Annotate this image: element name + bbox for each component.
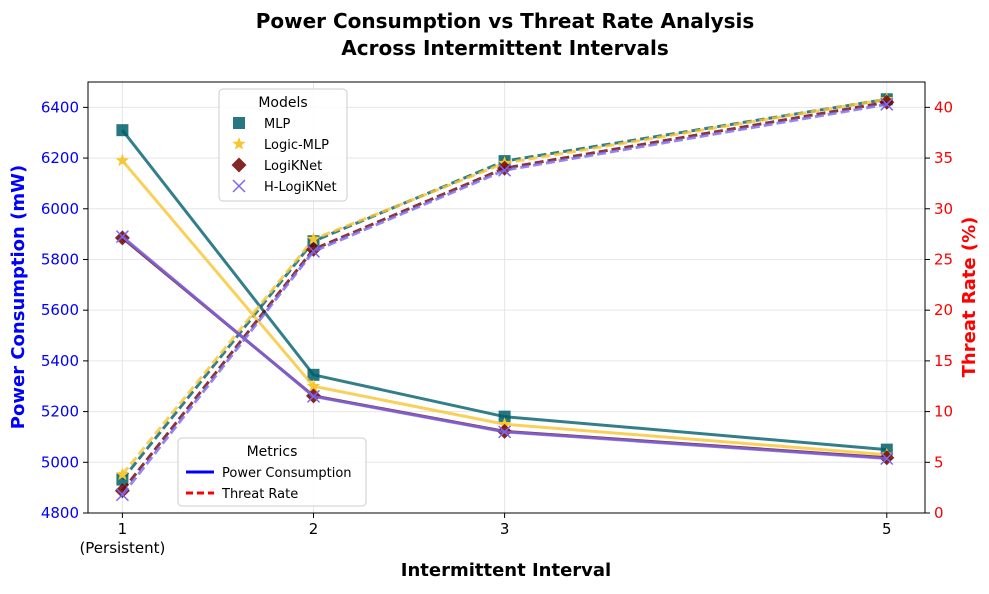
power-point-h-logiknet: [498, 425, 512, 439]
legend-metrics-box: [177, 437, 367, 507]
threat-point-h-logiknet-stroke: [880, 97, 894, 111]
x-tick-label: 5: [882, 520, 892, 538]
legend-marker-logic-mlp: [232, 137, 246, 150]
power-line-h-logiknet: [121, 235, 887, 460]
legend-marker-mlp: [233, 117, 245, 129]
power-point-mlp: [307, 368, 320, 381]
power-point-logic-mlp: [497, 417, 512, 430]
legend-label-mlp: MLP: [264, 117, 290, 132]
y-right-tick-label: 20: [934, 301, 953, 319]
chart-title-line2: Across Intermittent Intervals: [341, 36, 668, 60]
power-point-logic-mlp: [306, 379, 321, 392]
y-axis-right-label: Threat Rate (%): [959, 217, 980, 378]
legend-models-title: Models: [258, 95, 307, 111]
axis-layer: 1 2 3 5(Persistent)480050005200540056005800…: [41, 98, 953, 557]
x-tick-sublabel: (Persistent): [79, 539, 165, 557]
legend-label-logiknet: LogiKNet: [264, 159, 322, 174]
y-right-tick-label: 30: [934, 200, 953, 218]
y-right-tick-label: 15: [934, 352, 953, 370]
threat-point-h-logiknet: [498, 163, 512, 177]
y-left-tick-label: 5800: [41, 250, 79, 268]
power-point-mlp: [498, 410, 511, 423]
legend-label-logic-mlp: Logic-MLP: [264, 138, 329, 153]
y-left-tick-label: 5000: [41, 453, 79, 471]
legend-metrics-title: Metrics: [247, 444, 298, 460]
series-layer: [114, 92, 895, 502]
power-point-h-logiknet: [880, 451, 894, 466]
legend-metrics-power-label: Power Consumption: [222, 466, 352, 481]
threat-line-logic-mlp: [121, 97, 888, 476]
y-left-tick-label: 5400: [41, 352, 79, 370]
y-left-tick-label: 5600: [41, 301, 79, 319]
threat-point-logiknet: [114, 483, 130, 499]
legend-metrics: Metrics Power Consumption Threat Rate: [177, 437, 367, 507]
y-left-tick-label: 6400: [41, 98, 79, 116]
power-point-h-logiknet-stroke: [306, 389, 321, 403]
x-tick-label: 2: [309, 520, 319, 538]
threat-line-logiknet: [121, 100, 888, 492]
legend-marker-h-logiknet-stroke: [232, 179, 246, 193]
power-point-logic-mlp: [115, 153, 130, 167]
threat-point-logic-mlp: [306, 232, 321, 245]
chart-title-line1: Power Consumption vs Threat Rate Analysi…: [256, 9, 755, 33]
threat-point-h-logiknet: [880, 97, 894, 111]
y-axis-left-label: Power Consumption (mW): [8, 165, 29, 429]
threat-point-logic-mlp: [115, 467, 130, 481]
y-left-tick-label: 6000: [41, 200, 79, 218]
threat-point-h-logiknet: [115, 488, 129, 502]
y-left-tick-label: 6200: [41, 149, 79, 167]
power-point-mlp: [116, 124, 129, 137]
y-right-tick-label: 25: [934, 250, 953, 268]
power-point-h-logiknet-stroke: [880, 451, 894, 466]
legend-marker-logiknet: [231, 157, 247, 173]
threat-line-h-logiknet: [121, 102, 888, 496]
y-left-tick-label: 5200: [41, 403, 79, 421]
y-right-tick-label: 40: [934, 98, 953, 116]
power-point-h-logiknet: [306, 389, 321, 403]
power-line-mlp: [121, 129, 887, 452]
threat-point-logiknet: [305, 241, 321, 257]
legend-metrics-threat-label: Threat Rate: [221, 487, 298, 502]
y-right-tick-label: 5: [934, 453, 944, 471]
y-right-tick-label: 35: [934, 149, 953, 167]
x-tick-label: 1: [118, 520, 128, 538]
threat-point-h-logiknet-stroke: [115, 488, 129, 502]
threat-point-h-logiknet-stroke: [498, 163, 512, 177]
legend-models-entries: MLP Logic-MLP LogiKNet H-LogiKNet: [231, 117, 337, 195]
legend-models: Models MLP Logic-MLP LogiKNet H-LogiKNet: [218, 88, 348, 202]
power-point-h-logiknet-stroke: [115, 230, 129, 244]
power-point-h-logiknet: [115, 230, 129, 244]
power-point-h-logiknet-stroke: [498, 425, 512, 439]
y-left-tick-label: 4800: [41, 504, 79, 522]
x-tick-label: 3: [500, 520, 510, 538]
x-axis-label: Intermittent Interval: [401, 560, 611, 581]
legend-models-box: [218, 88, 348, 202]
legend-marker-h-logiknet: [232, 179, 246, 193]
threat-point-h-logiknet: [306, 244, 321, 258]
y-right-tick-label: 0: [934, 504, 944, 522]
plot-frame: [87, 81, 926, 514]
legend-label-h-logiknet: H-LogiKNet: [264, 180, 337, 195]
power-line-logic-mlp: [121, 159, 887, 457]
threat-point-h-logiknet-stroke: [306, 244, 321, 258]
y-right-tick-label: 10: [934, 403, 953, 421]
